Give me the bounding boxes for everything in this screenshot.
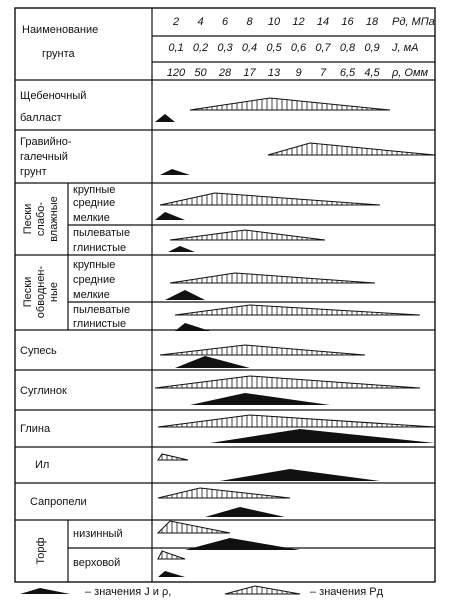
scale-tick: 28 [218,67,232,79]
row-label: Ил [35,459,49,471]
group-label: ные [48,282,60,302]
scale-tick: 0,8 [340,42,356,54]
scale-tick: 7 [320,67,327,79]
scale-tick: 120 [167,67,186,79]
scale-tick: 16 [341,16,354,28]
row-sublabel: средние [73,197,115,209]
row-label: Глина [20,423,51,435]
row-label: грунт [20,166,47,178]
scale-tick: 4,5 [364,67,380,79]
scale-unit: J, мА [391,42,419,54]
title: Наименование [22,24,98,36]
scale-tick: 17 [243,67,256,79]
legend-text: – значения Pд [310,586,384,598]
scale-tick: 2 [172,16,179,28]
scale-unit: Pд, МПа [392,16,435,28]
scale-tick: 13 [268,67,281,79]
row-sublabel: пылеватые [73,227,130,239]
scale-unit: ρ, Омм [391,67,429,79]
row-label: Сапропели [30,496,87,508]
scale-tick: 0,2 [193,42,208,54]
row-label: Щебеночный [20,90,86,102]
group-label: Пески [22,204,34,234]
row-sublabel: крупные [73,259,115,271]
grid [14,7,436,583]
row-sublabel: глинистые [73,318,126,330]
scale-tick: 50 [194,67,207,79]
scale-tick: 8 [246,16,253,28]
row-label: балласт [20,112,62,124]
scale-tick: 4 [197,16,203,28]
group-label: влажные [48,196,60,242]
row-label: Гравийно- [20,136,72,148]
scale-tick: 18 [366,16,379,28]
legend-text: – значения J и ρ, [85,586,171,598]
row-sublabel: пылеватые [73,304,130,316]
scale-tick: 14 [317,16,329,28]
scale-tick: 0,7 [315,42,331,54]
scale-tick: 6,5 [340,67,356,79]
scale-tick: 0,6 [291,42,307,54]
scale-tick: 9 [295,67,301,79]
scale-tick: 0,5 [266,42,282,54]
scale-tick: 12 [292,16,304,28]
row-label: Супесь [20,345,57,357]
row-label: галечный [20,151,68,163]
scale-tick: 0,1 [168,42,183,54]
row-label: Суглинок [20,385,67,397]
row-sublabel: средние [73,274,115,286]
row-sublabel: глинистые [73,242,126,254]
scale-tick: 6 [222,16,229,28]
row-sublabel: мелкие [73,212,110,224]
row-sublabel: мелкие [73,289,110,301]
scale-tick: 10 [268,16,281,28]
row-sublabel: верховой [73,557,120,569]
group-label: Пески [22,277,34,307]
row-sublabel: низинный [73,528,123,540]
group-label: слабо- [35,202,47,236]
scale-tick: 0,4 [242,42,257,54]
ranges [20,97,436,595]
group-label: Торф [35,537,47,564]
scale-tick: 0,3 [217,42,233,54]
group-label: обводнен- [35,265,47,318]
scale-tick: 0,9 [364,42,379,54]
row-sublabel: крупные [73,184,115,196]
title: грунта [42,48,75,60]
